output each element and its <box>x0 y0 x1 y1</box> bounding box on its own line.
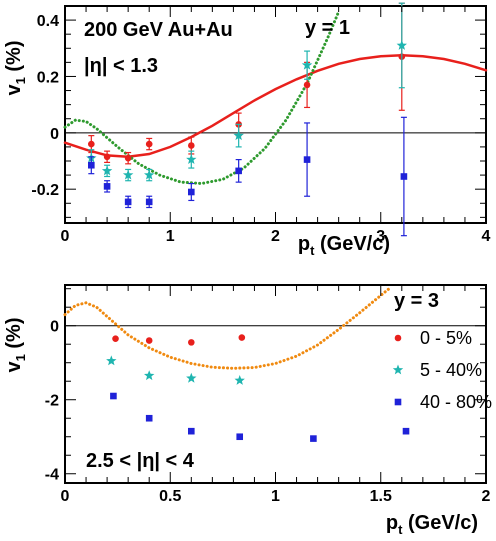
x-axis-title-top: pt (GeV/c) <box>298 233 390 258</box>
legend-marker-circle <box>394 334 402 342</box>
annotation-energy: 200 GeV Au+Au <box>84 19 233 41</box>
x-axis-title-bottom: pt (GeV/c) <box>386 512 478 537</box>
data-point-star <box>396 40 407 50</box>
plot-frame-top <box>64 5 487 224</box>
annotation-eta: |η| < 1.3 <box>84 55 158 77</box>
data-point-star <box>186 154 197 164</box>
annotation-rapidity: y = 1 <box>305 17 350 39</box>
x-tick-label: 3 <box>376 228 385 245</box>
data-point-square <box>400 173 408 180</box>
legend-title: y = 3 <box>394 290 439 312</box>
data-point-circle <box>145 337 153 344</box>
data-point-circle <box>88 140 95 148</box>
data-point-circle <box>145 140 153 148</box>
data-point-square <box>103 183 111 190</box>
y-tick-label: 0 <box>50 126 59 143</box>
annotation-eta-range: 2.5 < |η| < 4 <box>86 450 195 472</box>
data-point-square <box>236 433 244 441</box>
legend-label: 5 - 40% <box>420 360 482 380</box>
legend-label: 40 - 80% <box>420 392 492 412</box>
data-point-square <box>110 392 117 400</box>
data-point-circle <box>103 153 111 161</box>
data-point-square <box>145 198 153 206</box>
x-tick-label: 0 <box>61 488 70 505</box>
data-point-circle <box>303 81 311 89</box>
data-point-square <box>145 414 153 422</box>
model-curve-dotted <box>63 10 341 186</box>
y-tick-label: -4 <box>45 467 59 484</box>
y-tick-label: 0 <box>50 319 59 336</box>
y-axis-title-bottom: v1 (%) <box>3 317 28 372</box>
panel-top: 0 1 2 3 4 -0.2 0 0.2 0.4 200 GeV Au+Au |η| < 1.3… <box>3 2 491 258</box>
data-point-square <box>303 156 311 163</box>
data-point-square <box>88 161 95 169</box>
plot-frame-bottom <box>64 284 487 484</box>
data-point-square <box>124 198 132 206</box>
legend-marker-star <box>392 364 404 375</box>
x-tick-label: 0.5 <box>159 488 181 505</box>
x-tick-label: 1 <box>166 228 175 245</box>
data-point-star <box>234 375 245 385</box>
x-tick-label: 1 <box>271 488 280 505</box>
data-point-star <box>106 355 117 366</box>
data-point-square <box>310 435 317 442</box>
data-point-square <box>235 167 242 175</box>
data-point-circle <box>124 154 132 162</box>
x-tick-label: 2 <box>482 488 491 505</box>
data-point-star <box>144 169 155 180</box>
y-tick-label: -0.2 <box>31 182 59 199</box>
data-point-square <box>402 427 410 435</box>
y-tick-label: -2 <box>45 393 59 410</box>
data-point-circle <box>188 339 195 346</box>
data-point-star <box>144 370 155 381</box>
data-point-square <box>188 427 195 435</box>
data-point-circle <box>188 142 195 149</box>
data-point-star <box>301 59 313 70</box>
y-tick-label: 0.4 <box>37 13 59 30</box>
legend-marker-square <box>394 398 402 406</box>
data-point-star <box>186 372 197 383</box>
panel-bottom: 0 0.5 1 1.5 2 -4 -2 0 2.5 < |η| < 4 y = 3 0 - 5… <box>3 284 492 537</box>
model-curve-solid <box>63 54 488 159</box>
data-point-square <box>188 188 195 196</box>
model-curve-dotted <box>63 285 393 370</box>
y-axis-title-top: v1 (%) <box>3 40 28 95</box>
x-tick-label: 0 <box>61 228 70 245</box>
x-tick-label: 1.5 <box>370 488 392 505</box>
data-point-star <box>233 130 244 141</box>
x-tick-label: 4 <box>482 228 491 245</box>
data-point-star <box>101 165 113 176</box>
y-tick-label: 0.2 <box>37 69 59 86</box>
data-point-circle <box>238 334 246 341</box>
legend-label: 0 - 5% <box>420 328 472 348</box>
data-point-star <box>122 169 134 180</box>
x-tick-label: 2 <box>271 228 280 245</box>
data-point-circle <box>112 335 119 342</box>
